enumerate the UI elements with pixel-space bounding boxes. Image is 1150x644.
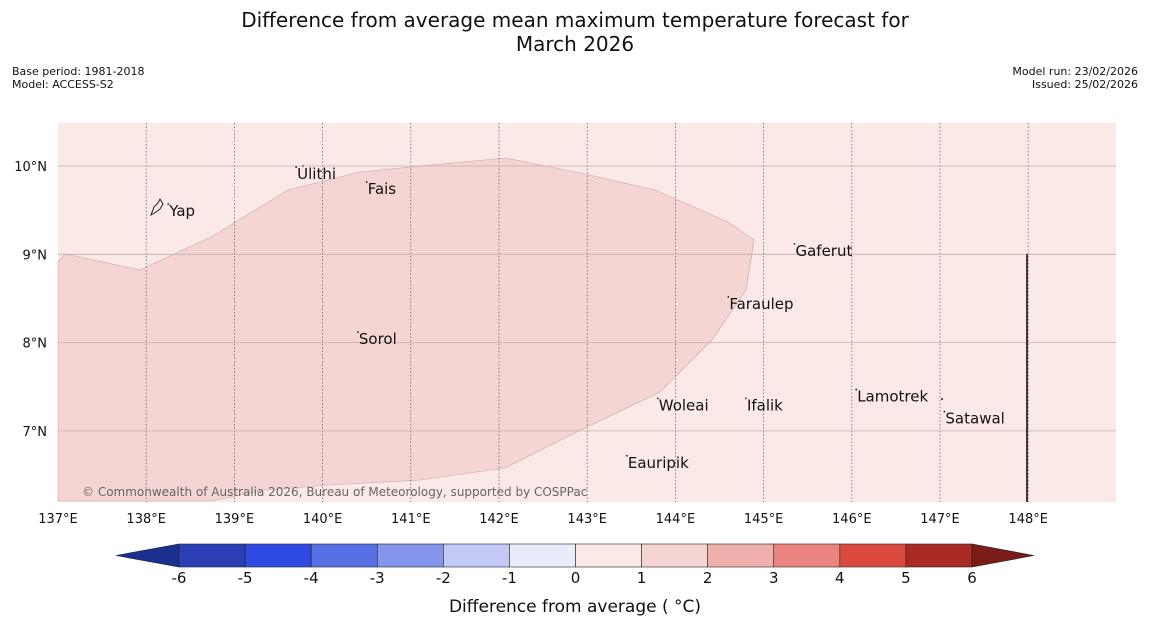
place-label: Satawal — [945, 410, 1004, 428]
colorbar-tick-label: -6 — [172, 569, 187, 587]
lon-label: 145°E — [744, 512, 784, 527]
lon-label: 147°E — [920, 512, 960, 527]
lon-label: 148°E — [1008, 512, 1048, 527]
lat-label: 8°N — [23, 337, 48, 352]
place-label: Faraulep — [729, 295, 793, 313]
colorbar-extend-low — [115, 543, 180, 568]
colorbar-segment — [575, 543, 642, 568]
place-marker — [793, 242, 796, 245]
yap-island-outline — [150, 197, 164, 217]
colorbar-segment — [376, 543, 444, 568]
meta-left: Base period: 1981-2018 Model: ACCESS-S2 — [12, 65, 144, 91]
lon-label: 138°E — [126, 512, 166, 527]
place-label: Fais — [368, 180, 397, 198]
meta-right: Model run: 23/02/2026 Issued: 25/02/2026 — [1012, 65, 1138, 91]
lon-label: 143°E — [567, 512, 607, 527]
place-marker — [365, 181, 368, 183]
lat-label: 9°N — [23, 248, 48, 263]
colorbar-tick-label: 4 — [835, 569, 845, 587]
place-marker — [943, 410, 946, 413]
lon-label: 137°E — [38, 512, 78, 527]
place-marker — [745, 397, 747, 400]
colorbar-tick-label: 6 — [967, 569, 977, 587]
colorbar-tick-label: 2 — [703, 569, 713, 587]
place-label: Sorol — [359, 330, 397, 348]
lon-label: 142°E — [479, 512, 519, 527]
colorbar-tick-label: 0 — [571, 569, 581, 587]
lon-label: 141°E — [391, 512, 431, 527]
colorbar-segment — [310, 543, 378, 568]
lon-label: 139°E — [215, 512, 255, 527]
copyright-text: © Commonwealth of Australia 2026, Bureau… — [82, 485, 587, 499]
colorbar-segment — [641, 543, 708, 568]
place-marker — [295, 166, 298, 168]
colorbar-segment — [509, 543, 576, 568]
colorbar-tick-label: 1 — [637, 569, 647, 587]
colorbar-segment — [905, 543, 973, 568]
lon-label: 146°E — [832, 512, 872, 527]
place-marker — [855, 388, 858, 391]
place-label: Gaferut — [795, 242, 852, 260]
colorbar-tick-label: 5 — [901, 569, 911, 587]
colorbar-segment — [839, 543, 907, 568]
place-label: Ifalik — [747, 396, 783, 414]
island-dot — [302, 165, 304, 167]
title-line-1: Difference from average mean maximum tem… — [241, 8, 909, 32]
colorbar-tick-label: -3 — [370, 569, 385, 587]
colorbar-segment — [707, 543, 775, 568]
place-labels: Yap Ulithi Fais Gaferut Faraulep Sorol Lamotre… — [167, 165, 1005, 472]
place-label: Lamotrek — [857, 388, 928, 406]
latitude-labels: 10°N 9°N 8°N 7°N — [14, 160, 47, 440]
colorbar-extend-high — [971, 543, 1035, 568]
island-dot — [941, 398, 943, 400]
longitude-labels: 137°E 138°E 139°E 140°E 141°E 142°E 143°E 144°E… — [38, 512, 1048, 527]
lat-label: 10°N — [14, 160, 47, 175]
colorbar-tick-label: -2 — [436, 569, 451, 587]
colorbar-tick-label: -1 — [502, 569, 517, 587]
lon-label: 144°E — [656, 512, 696, 527]
colorbar-segment — [244, 543, 312, 568]
base-period: Base period: 1981-2018 — [12, 65, 145, 78]
colorbar-title: Difference from average ( °C) — [449, 597, 701, 617]
lat-label: 7°N — [23, 425, 48, 440]
colorbar — [115, 543, 1035, 568]
model-run: Model run: 23/02/2026 — [1012, 65, 1138, 78]
gridlines — [58, 123, 1116, 502]
issued-date: Issued: 25/02/2026 — [1031, 78, 1138, 91]
anomaly-region — [57, 157, 755, 502]
model-name: Model: ACCESS-S2 — [12, 78, 114, 91]
place-label: Eauripik — [628, 454, 689, 472]
place-marker — [727, 295, 730, 298]
colorbar-segment — [443, 543, 510, 568]
colorbar-tick-label: -4 — [304, 569, 319, 587]
colorbar-tick-label: -5 — [238, 569, 253, 587]
colorbar-ticks: -6 -5 -4 -3 -2 -1 0 1 2 3 4 5 6 — [172, 569, 977, 587]
place-marker — [167, 203, 170, 206]
place-marker — [356, 331, 359, 334]
map-title: Difference from average mean maximum tem… — [0, 8, 1150, 56]
colorbar-segment — [773, 543, 841, 568]
place-label: Woleai — [659, 396, 709, 414]
place-label: Yap — [168, 202, 195, 220]
place-label: Ulithi — [297, 165, 336, 183]
lon-label: 140°E — [303, 512, 343, 527]
colorbar-segment — [178, 543, 246, 568]
place-marker — [656, 397, 659, 400]
title-line-2: March 2026 — [515, 32, 635, 56]
colorbar-tick-label: 3 — [769, 569, 779, 587]
place-marker — [625, 454, 628, 457]
